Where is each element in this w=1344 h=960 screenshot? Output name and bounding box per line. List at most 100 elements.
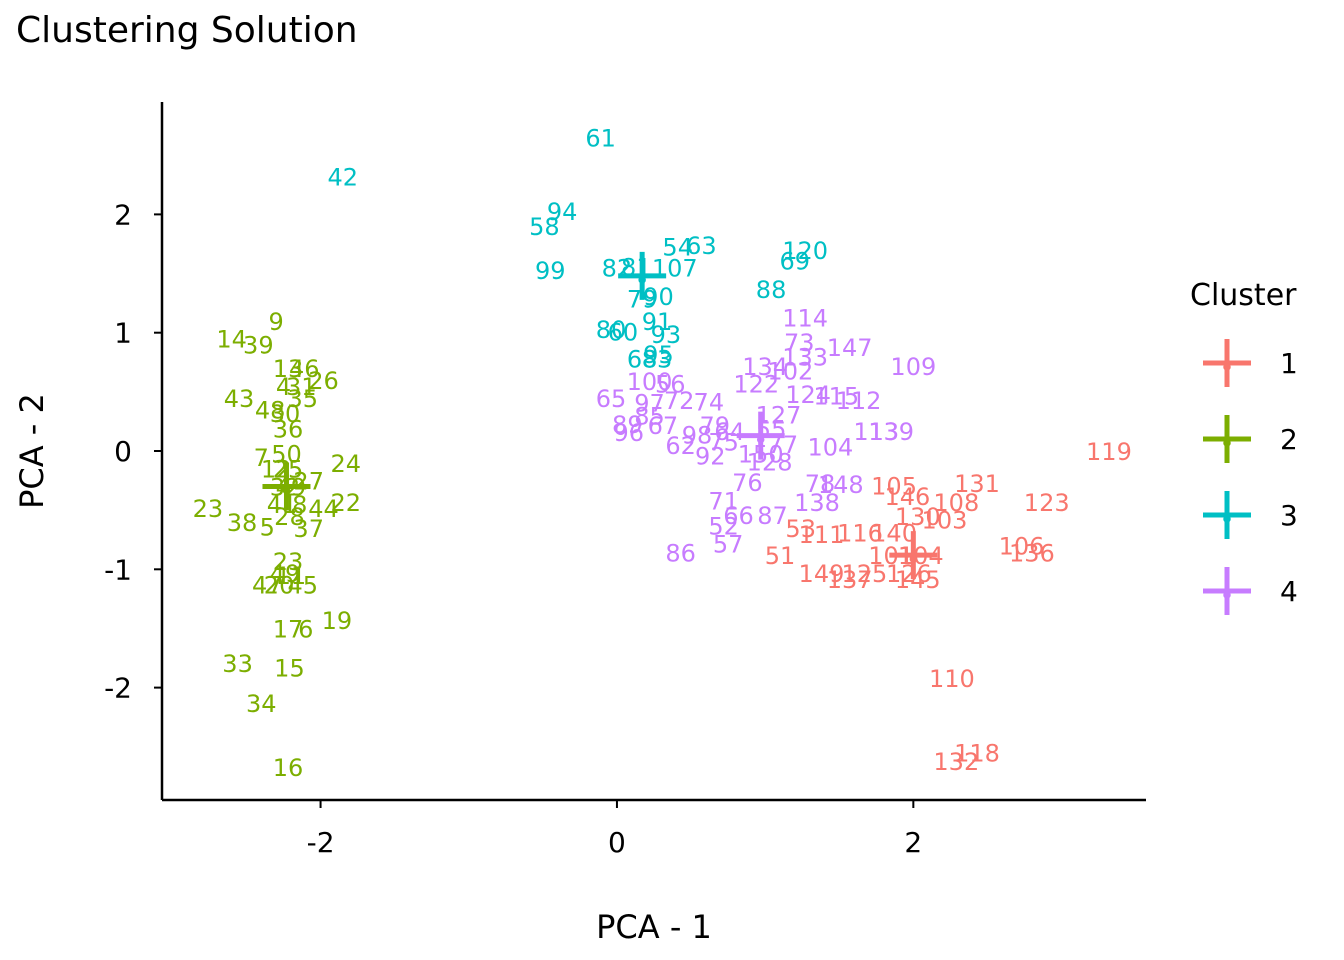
legend-item-1: 1	[1203, 339, 1298, 387]
point-label-cluster-1: 123	[1024, 489, 1070, 517]
point-label-cluster-4: 113	[853, 418, 899, 446]
x-axis-title: PCA - 1	[596, 908, 712, 946]
point-label-cluster-2: 17	[273, 615, 304, 643]
point-label-cluster-4: 96	[614, 419, 645, 447]
point-label-cluster-2: 48	[255, 397, 286, 425]
point-label-cluster-1: 125	[842, 560, 888, 588]
point-label-cluster-2: 31	[286, 373, 317, 401]
point-label-cluster-3: 107	[652, 255, 698, 283]
point-label-cluster-1: 116	[837, 520, 883, 548]
point-label-cluster-2: 22	[330, 489, 361, 517]
legend-key-dot	[1223, 515, 1231, 523]
point-label-cluster-3: 120	[782, 237, 828, 265]
x-tick-label: -2	[307, 826, 335, 859]
point-label-cluster-4: 89	[612, 411, 643, 439]
point-label-cluster-4: 74	[694, 388, 725, 416]
legend-item-3: 3	[1203, 491, 1298, 539]
point-label-cluster-4: 98	[682, 421, 713, 449]
point-label-cluster-3: 88	[756, 276, 787, 304]
point-label-cluster-4: 57	[713, 530, 744, 558]
point-label-cluster-4: 86	[665, 540, 696, 568]
point-label-cluster-1: 132	[933, 748, 979, 776]
point-label-cluster-4: 76	[732, 469, 763, 497]
x-axis-ticks: -2 0 2	[307, 800, 922, 859]
point-label-cluster-2: 35	[288, 385, 319, 413]
x-tick-label: 2	[904, 826, 922, 859]
centroid-marker-cluster-1	[889, 531, 938, 580]
centroid-marker-cluster-4	[736, 411, 785, 460]
point-label-cluster-3: 83	[642, 346, 673, 374]
y-tick-label: -1	[104, 553, 132, 586]
point-label-cluster-1: 53	[785, 515, 816, 543]
point-label-cluster-4: 66	[723, 502, 754, 530]
point-label-cluster-1: 110	[929, 665, 975, 693]
legend-key-dot	[1223, 591, 1231, 599]
point-label-cluster-4: 147	[827, 334, 873, 362]
legend-title: Cluster	[1190, 278, 1297, 313]
legend-label: 1	[1280, 347, 1298, 380]
point-label-cluster-3: 94	[547, 198, 578, 226]
centroid-marker-cluster-2	[262, 462, 311, 511]
point-label-cluster-1: 146	[885, 483, 931, 511]
legend-item-4: 4	[1203, 567, 1298, 615]
point-label-cluster-4: 102	[767, 358, 813, 386]
point-label-cluster-3: 54	[662, 233, 693, 261]
point-label-cluster-4: 133	[782, 343, 828, 371]
point-label-cluster-2: 27	[293, 468, 324, 496]
point-label-cluster-1: 130	[895, 503, 941, 531]
point-label-cluster-4: 109	[890, 353, 936, 381]
point-label-cluster-2: 13	[273, 355, 304, 383]
point-label-cluster-4: 79	[699, 412, 730, 440]
point-label-cluster-2: 8	[292, 491, 307, 519]
point-label-cluster-4: 148	[818, 471, 864, 499]
point-label-cluster-2: 19	[322, 607, 353, 635]
point-label-cluster-1: 145	[895, 566, 941, 594]
cluster-centroids	[262, 251, 938, 580]
point-label-cluster-2: 49	[270, 560, 301, 588]
point-label-cluster-4: 52	[708, 513, 739, 541]
point-label-cluster-4: 75	[708, 429, 739, 457]
point-label-cluster-4: 64	[714, 418, 745, 446]
point-label-cluster-2: 6	[298, 615, 313, 643]
point-label-cluster-4: 122	[733, 371, 779, 399]
point-label-cluster-1: 149	[799, 560, 845, 588]
point-label-cluster-2: 34	[246, 690, 277, 718]
point-label-cluster-4: 114	[782, 304, 828, 332]
point-label-cluster-1: 111	[799, 521, 845, 549]
point-label-cluster-3: 63	[686, 232, 717, 260]
legend-item-2: 2	[1203, 415, 1298, 463]
point-label-cluster-3: 61	[585, 124, 616, 152]
x-tick-label: 0	[608, 826, 626, 859]
point-label-cluster-4: 100	[627, 368, 673, 396]
legend-label: 2	[1280, 423, 1298, 456]
y-tick-label: 1	[114, 317, 132, 350]
point-label-cluster-1: 140	[871, 520, 917, 548]
point-label-cluster-2: 39	[243, 332, 274, 360]
point-label-cluster-2: 33	[222, 650, 253, 678]
point-label-cluster-1: 105	[871, 472, 917, 500]
point-label-cluster-2: 15	[274, 654, 305, 682]
point-label-cluster-2: 46	[289, 355, 320, 383]
point-label-cluster-1: 108	[933, 489, 979, 517]
point-label-cluster-3: 91	[642, 308, 673, 336]
point-label-cluster-4: 128	[747, 449, 793, 477]
point-label-cluster-2: 26	[308, 367, 339, 395]
point-label-cluster-3: 99	[535, 257, 566, 285]
point-label-cluster-2: 41	[267, 491, 298, 519]
point-label-cluster-2: 44	[308, 495, 339, 523]
point-label-cluster-2: 23	[193, 495, 224, 523]
y-tick-label: 2	[114, 198, 132, 231]
point-label-cluster-4: 139	[868, 418, 914, 446]
point-label-cluster-2: 7	[254, 444, 269, 472]
point-label-cluster-1: 137	[827, 566, 873, 594]
point-label-cluster-2: 28	[274, 503, 305, 531]
point-label-cluster-4: 97	[634, 389, 665, 417]
point-label-cluster-4: 92	[695, 443, 726, 471]
point-label-cluster-2: 5	[260, 514, 275, 542]
point-label-cluster-4: 78	[805, 470, 836, 498]
point-label-cluster-3: 93	[651, 321, 682, 349]
point-label-cluster-3: 80	[596, 316, 627, 344]
legend-label: 4	[1280, 575, 1298, 608]
legend-key-dot	[1223, 363, 1231, 371]
